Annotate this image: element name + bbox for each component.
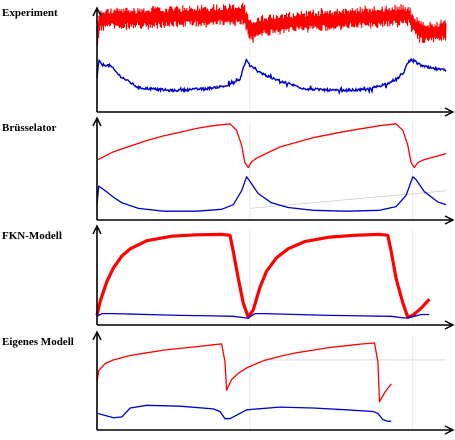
panel-3-series-1: [95, 232, 431, 319]
panel-4-series-2: [96, 404, 392, 422]
panel-1-y-axis-arrow: [92, 6, 102, 17]
panel-1-series-2: [96, 57, 447, 96]
panel-4-series-1: [96, 342, 392, 403]
panel-1-title: Experiment: [2, 7, 58, 19]
panel-2-x-axis-arrow: [444, 215, 455, 225]
panel-2-gridline-1: [249, 190, 447, 209]
panel-3-x-axis-arrow: [444, 320, 455, 330]
panel-4-y-axis-arrow: [92, 330, 102, 341]
panel-3-y-axis-arrow: [92, 224, 102, 235]
panel-3-series-2: [96, 312, 430, 319]
panel-1-series-1: [96, 2, 447, 45]
panel-2-series-1: [96, 123, 447, 169]
panel-4-x-axis-arrow: [444, 425, 455, 435]
panel-2-y-axis-arrow: [92, 116, 102, 127]
panel-4-title: Eigenes Modell: [2, 336, 74, 348]
panel-3-title: FKN-Modell: [2, 230, 62, 242]
panel-2-title: Brüsselator: [2, 122, 57, 134]
panel-1-x-axis-arrow: [444, 107, 455, 117]
panel-2-series-2: [96, 176, 447, 212]
